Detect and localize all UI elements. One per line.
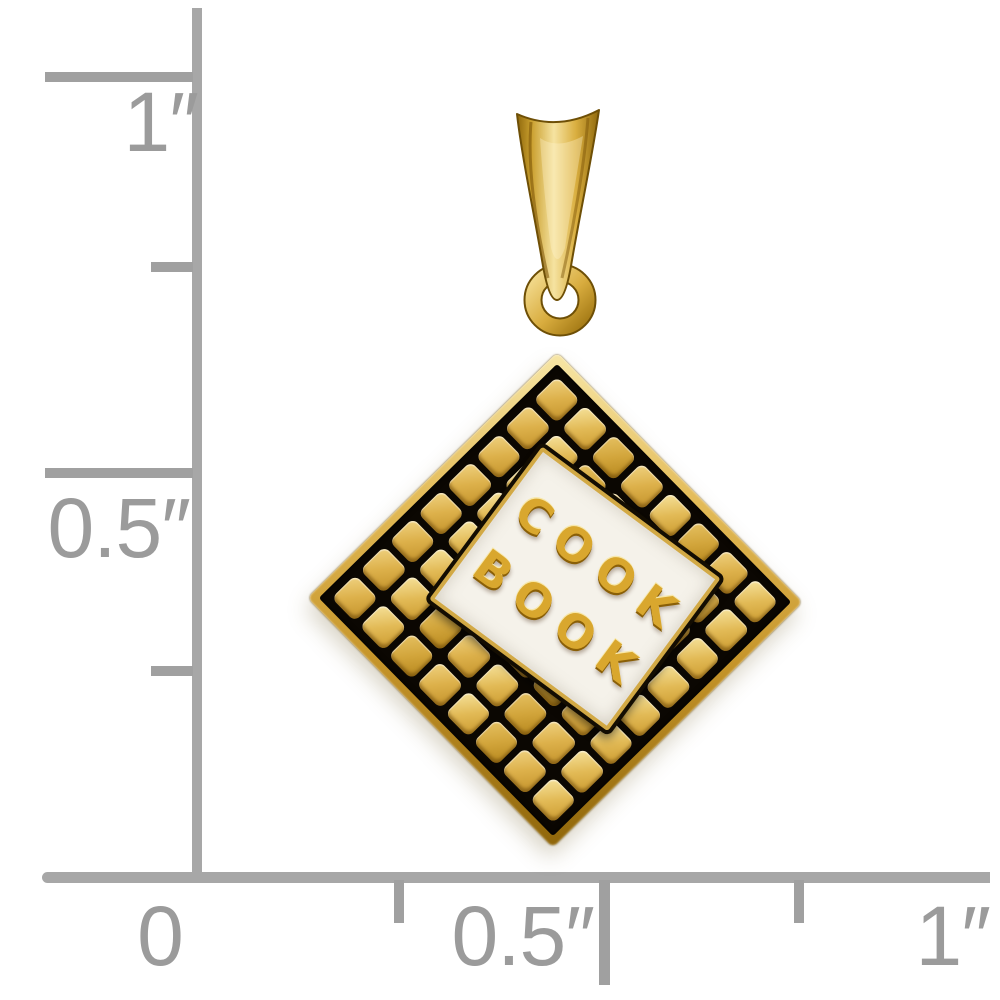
- bail-and-jump-ring: [516, 109, 600, 337]
- ruler-tick-h-0-25in: [394, 880, 404, 923]
- ruler-tick-v-0-75in: [151, 262, 193, 272]
- bail-icon: [516, 109, 600, 301]
- ruler-tick-v-1in: [45, 72, 193, 82]
- book-cover: COOK BOOK: [318, 363, 792, 837]
- ruler-tick-h-0-5in: [599, 880, 610, 985]
- ruler-label-h-0-5in: 0.5″: [451, 889, 595, 983]
- ruler-tick-h-0-75in: [794, 880, 804, 923]
- ruler-tick-v-0-5in: [45, 468, 193, 478]
- ruler-label-h-0: 0: [137, 889, 184, 983]
- ruler-label-h-1in: 1″: [915, 889, 991, 983]
- ruler-tick-v-0-25in: [151, 666, 193, 676]
- ruler-vertical-line: [192, 8, 202, 876]
- ruler-horizontal-line: [42, 872, 990, 883]
- ruler-label-v-0-5in: 0.5″: [47, 481, 191, 575]
- ruler-label-v-1in: 1″: [123, 75, 199, 169]
- pendant: COOK BOOK: [307, 352, 803, 848]
